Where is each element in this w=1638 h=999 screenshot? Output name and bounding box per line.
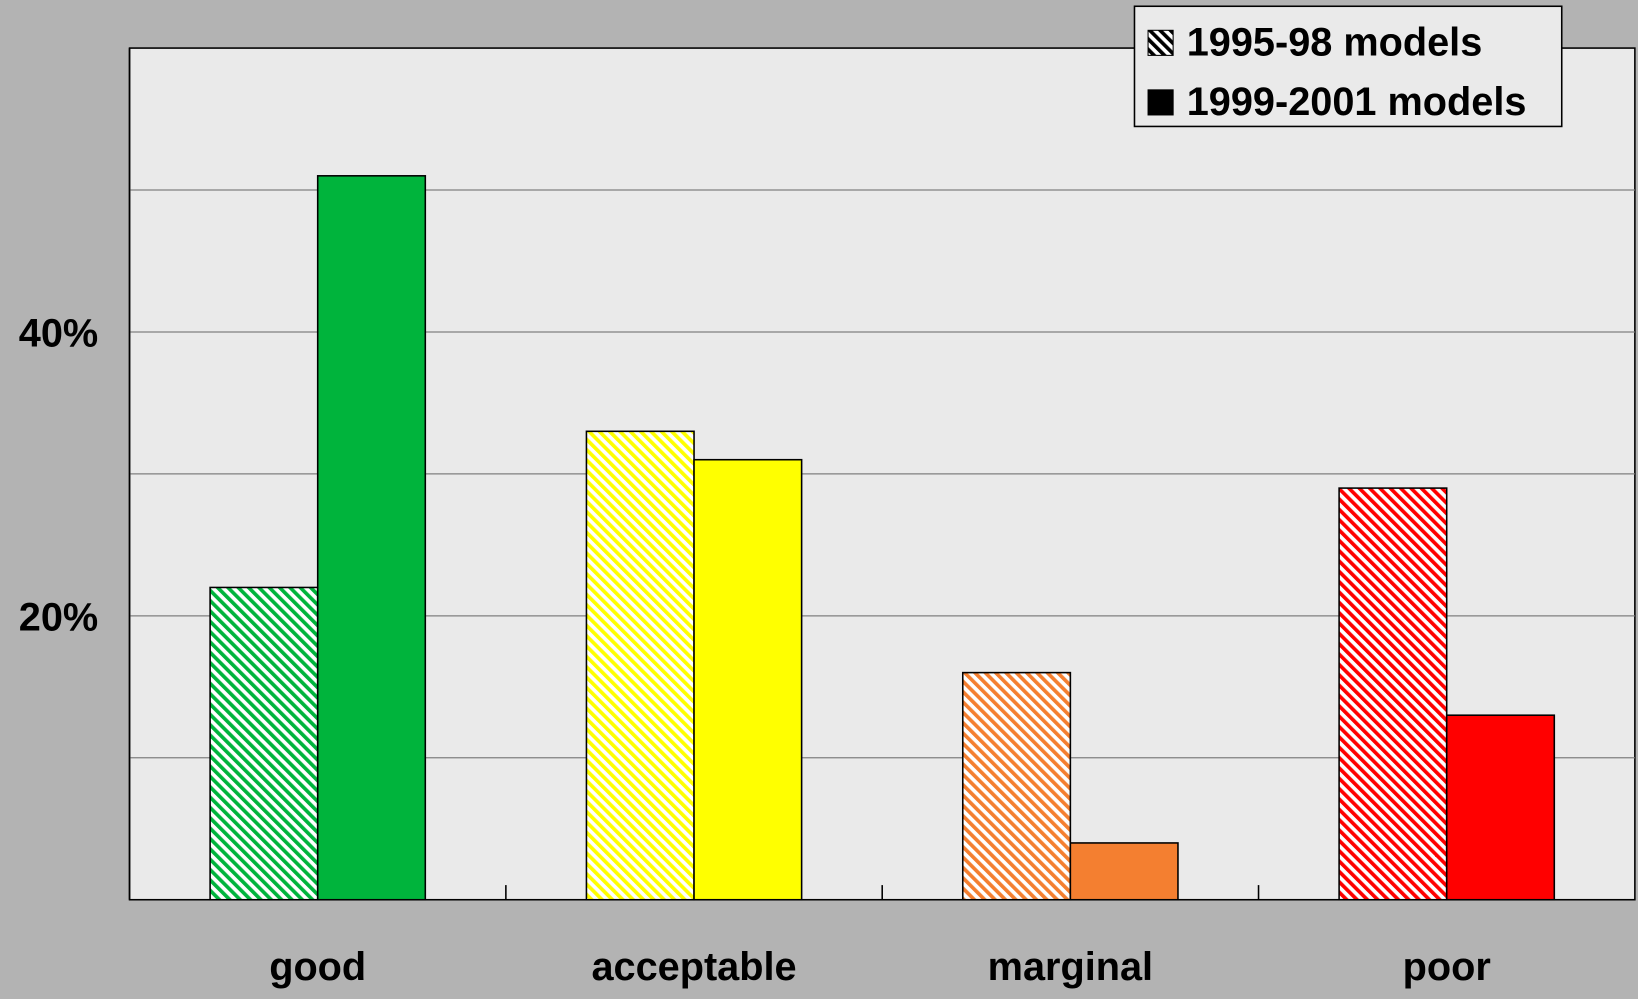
legend-label: 1995-98 models xyxy=(1187,20,1483,64)
y-tick-label: 40% xyxy=(19,312,98,356)
y-tick-label: 20% xyxy=(19,596,98,640)
bar xyxy=(1069,842,1179,901)
x-tick-label: poor xyxy=(1403,945,1491,989)
x-tick-label: acceptable xyxy=(591,945,796,989)
bar xyxy=(209,586,319,901)
bar xyxy=(1338,487,1448,901)
legend-swatch xyxy=(1147,29,1174,56)
legend-swatch xyxy=(1147,89,1174,116)
legend-label: 1999-2001 models xyxy=(1187,80,1527,124)
legend-box xyxy=(1133,5,1563,128)
bar xyxy=(585,430,695,901)
bar xyxy=(961,671,1072,901)
bar xyxy=(316,175,427,901)
x-tick-label: good xyxy=(269,945,366,989)
x-tick-label: marginal xyxy=(988,945,1153,989)
bar xyxy=(693,458,803,901)
bar xyxy=(1445,714,1556,901)
